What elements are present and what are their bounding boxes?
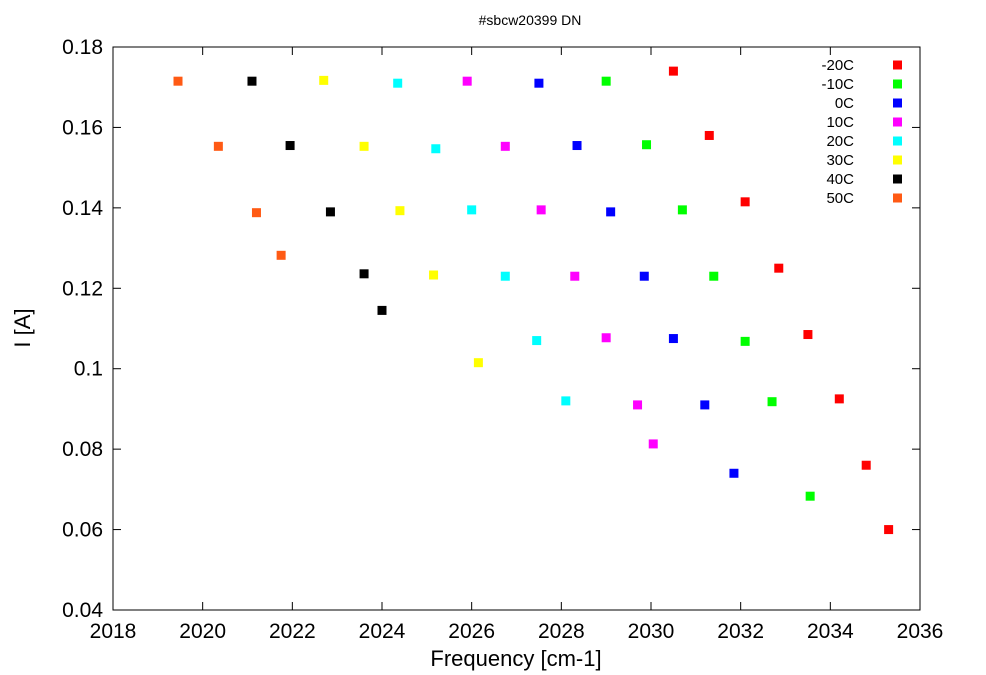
x-tick-label: 2024 [359, 620, 406, 643]
data-point [395, 206, 405, 216]
y-tick-label: 0.18 [62, 36, 103, 59]
legend-swatch [893, 136, 902, 146]
legend-label: 0C [835, 95, 854, 112]
series-20C [393, 78, 571, 406]
x-tick-label: 2032 [717, 620, 764, 643]
data-point [767, 397, 777, 407]
x-tick-label: 2028 [538, 620, 585, 643]
data-points [173, 66, 894, 535]
series--20C [668, 66, 894, 535]
data-point [377, 305, 387, 315]
legend-swatch [893, 155, 902, 165]
x-tick-label: 2034 [807, 620, 854, 643]
data-point [642, 140, 652, 150]
y-tick-label: 0.1 [74, 358, 103, 381]
y-tick-label: 0.08 [62, 438, 103, 461]
series-50C [173, 76, 286, 260]
data-point [834, 394, 844, 404]
data-point [740, 197, 750, 207]
y-tick-label: 0.06 [62, 519, 103, 542]
plot-frame [112, 46, 921, 611]
data-point [359, 141, 369, 151]
series--10C [601, 76, 815, 501]
data-point [729, 468, 739, 478]
legend-swatch [893, 117, 902, 127]
x-tick-label: 2030 [628, 620, 675, 643]
legend: -20C -10C 0C 10C 20C 30C 40C 50C [821, 57, 902, 207]
series-0C [534, 78, 739, 478]
legend-label: 40C [826, 171, 854, 188]
data-point [639, 271, 649, 281]
legend-swatch [893, 193, 902, 203]
data-point [740, 336, 750, 346]
legend-label: 30C [826, 152, 854, 169]
data-point [285, 141, 295, 151]
legend-label: 50C [826, 190, 854, 207]
data-point [668, 334, 678, 344]
data-point [213, 141, 223, 151]
data-point [359, 269, 369, 279]
data-point [393, 78, 403, 88]
data-point [861, 460, 871, 470]
data-point [429, 270, 439, 280]
data-point [709, 271, 719, 281]
data-point [473, 358, 483, 368]
data-point [668, 66, 678, 76]
data-point [276, 250, 286, 260]
legend-swatch [893, 174, 902, 184]
x-axis-label: Frequency [cm-1] [430, 646, 601, 671]
data-point [325, 207, 335, 217]
data-point [633, 400, 643, 410]
chart-title: #sbcw20399 DN [479, 12, 582, 28]
data-point [774, 263, 784, 273]
legend-swatch [893, 79, 902, 89]
data-point [173, 76, 183, 86]
data-point [500, 141, 510, 151]
x-tick-label: 2026 [448, 620, 495, 643]
x-tick-label: 2022 [269, 620, 316, 643]
y-axis-label: I [A] [10, 308, 35, 347]
data-point [431, 144, 441, 154]
data-point [536, 205, 546, 215]
legend-swatch [893, 60, 902, 70]
x-tick-label: 2018 [90, 620, 137, 643]
data-point [247, 76, 257, 86]
data-point [805, 491, 815, 501]
axis-ticks: 2018 2020 2022 2024 2026 2028 2030 2032 2034 2036… [62, 36, 943, 643]
data-point [570, 271, 580, 281]
y-tick-label: 0.16 [62, 116, 103, 139]
data-point [532, 336, 542, 346]
data-point [601, 76, 611, 86]
series-10C [462, 76, 658, 449]
x-tick-label: 2020 [179, 620, 226, 643]
legend-label: 10C [826, 114, 854, 131]
data-point [561, 396, 571, 406]
data-point [251, 208, 261, 218]
data-point [700, 400, 710, 410]
legend-label: -10C [821, 76, 854, 93]
series-40C [247, 76, 387, 315]
data-point [648, 439, 658, 449]
legend-label: -20C [821, 57, 854, 74]
data-point [500, 271, 510, 281]
x-tick-label: 2036 [897, 620, 944, 643]
data-point [534, 78, 544, 88]
data-point [803, 330, 813, 340]
data-point [601, 333, 611, 343]
data-point [606, 207, 616, 217]
data-point [677, 205, 687, 215]
data-point [462, 76, 472, 86]
data-point [704, 130, 714, 140]
y-tick-label: 0.12 [62, 277, 103, 300]
series-30C [319, 75, 483, 368]
data-point [572, 141, 582, 151]
y-tick-label: 0.14 [62, 197, 103, 220]
data-point [467, 205, 477, 215]
y-tick-label: 0.04 [62, 599, 103, 622]
data-point [884, 525, 894, 535]
legend-swatch [893, 98, 902, 108]
data-point [319, 75, 329, 85]
legend-label: 20C [826, 133, 854, 150]
